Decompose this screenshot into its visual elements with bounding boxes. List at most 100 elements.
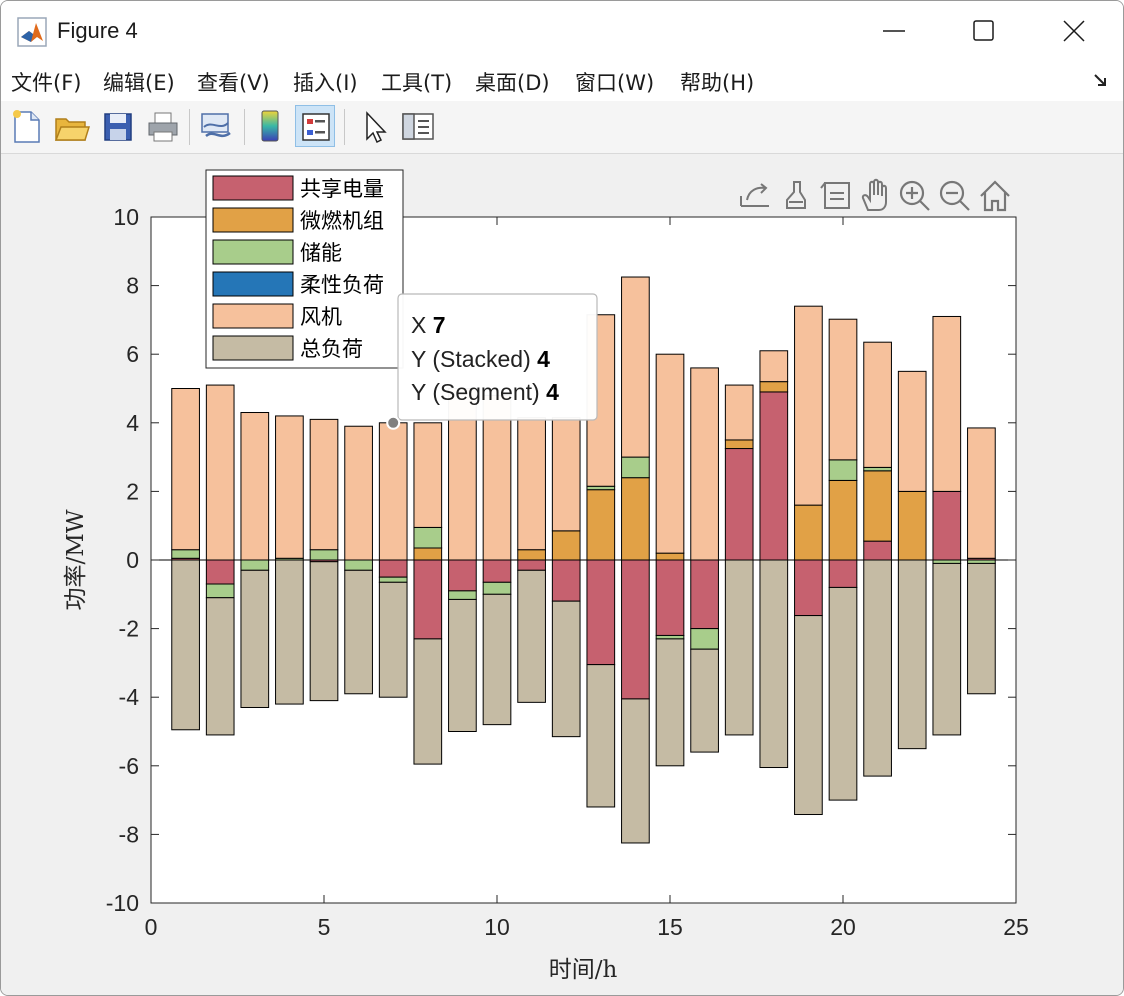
bar-load-h6[interactable] [344,569,373,695]
bar-wind-h4[interactable] [275,415,304,559]
bar-load-h10[interactable] [482,593,512,726]
legend-button[interactable] [295,105,335,147]
bar-load-h13[interactable] [586,664,616,808]
bar-chp-h14[interactable] [621,477,650,561]
bar-load-h14[interactable] [621,698,650,844]
new-figure-button[interactable] [7,105,47,147]
bar-load-h5[interactable] [309,561,339,702]
bar-wind-h19[interactable] [794,305,823,506]
bar-wind-h3[interactable] [240,412,270,561]
bar-load-h18[interactable] [759,559,789,769]
bar-load-h20[interactable] [828,586,858,801]
bar-storage-h8[interactable] [413,526,443,549]
bar-chp-h22[interactable] [897,490,927,561]
export-button[interactable] [740,183,769,207]
bar-storage-h10[interactable] [482,581,512,595]
bar-shared-h7[interactable] [378,559,408,578]
bar-wind-h11[interactable] [517,417,546,551]
pan-button[interactable] [861,178,887,211]
bar-shared-h10[interactable] [482,559,512,583]
bar-shared-h11[interactable] [517,559,546,571]
zoom-out-button[interactable] [939,180,970,211]
home-button[interactable] [980,180,1010,212]
bar-wind-h6[interactable] [344,425,373,561]
bar-storage-h7[interactable] [378,576,408,583]
save-button[interactable] [98,105,138,147]
bar-wind-h7[interactable] [378,422,408,561]
bar-storage-h14[interactable] [621,456,650,479]
menu-file[interactable]: 文件(F) [11,71,82,95]
bar-load-h4[interactable] [275,559,304,705]
bar-wind-h20[interactable] [828,318,858,461]
bar-chp-h18[interactable] [759,381,789,393]
bar-load-h2[interactable] [205,597,235,736]
bar-shared-h20[interactable] [828,559,858,588]
bar-wind-h15[interactable] [655,353,685,554]
bar-storage-h2[interactable] [205,583,235,599]
bar-wind-h10[interactable] [482,394,512,561]
bar-wind-h18[interactable] [759,350,789,383]
bar-load-h11[interactable] [517,569,546,703]
bar-wind-h22[interactable] [897,370,927,492]
bar-load-h9[interactable] [448,598,477,732]
minimize-button[interactable] [849,1,939,61]
menu-help[interactable]: 帮助(H) [680,71,755,95]
bar-storage-h24[interactable] [967,559,996,564]
maximize-button[interactable] [939,1,1029,61]
bar-storage-h23[interactable] [932,559,962,564]
bar-storage-h5[interactable] [309,549,339,561]
datatip-button[interactable] [820,182,850,209]
brush-button[interactable] [786,181,806,209]
bar-shared-h8[interactable] [413,559,443,640]
bar-storage-h16[interactable] [690,628,719,650]
link-plot-button[interactable] [196,105,236,147]
bar-load-h7[interactable] [378,581,408,698]
bar-shared-h19[interactable] [794,559,823,617]
bar-load-h22[interactable] [897,559,927,750]
menu-desktop[interactable]: 桌面(D) [475,71,550,95]
bar-wind-h17[interactable] [724,384,754,441]
bar-load-h15[interactable] [655,638,685,767]
bar-load-h12[interactable] [551,600,581,738]
bar-shared-h16[interactable] [690,559,719,630]
property-inspector-button[interactable] [398,105,438,147]
bar-shared-h21[interactable] [863,540,892,561]
menu-window[interactable]: 窗口(W) [575,71,655,95]
bar-chp-h11[interactable] [517,549,546,561]
menu-tools[interactable]: 工具(T) [381,71,453,95]
data-tip[interactable]: X 7 Y (Stacked) 4 Y (Segment) 4 [386,293,598,430]
dock-arrow-icon[interactable] [1093,73,1109,89]
bar-chp-h17[interactable] [724,439,754,450]
bar-storage-h15[interactable] [655,634,685,640]
bar-shared-h15[interactable] [655,559,685,636]
bar-wind-h16[interactable] [690,367,719,561]
bar-shared-h18[interactable] [759,391,789,561]
bar-load-h1[interactable] [171,559,200,731]
bar-load-h23[interactable] [932,562,962,736]
bar-storage-h3[interactable] [240,559,270,571]
open-file-button[interactable] [51,105,91,147]
print-button[interactable] [143,105,183,147]
bar-load-h8[interactable] [413,638,443,765]
bar-chp-h12[interactable] [551,530,581,561]
colorbar-button[interactable] [251,105,291,147]
bar-shared-h14[interactable] [621,559,650,700]
bar-storage-h6[interactable] [344,559,373,571]
bar-chp-h13[interactable] [586,489,616,561]
menu-view[interactable]: 查看(V) [197,71,270,95]
bar-storage-h9[interactable] [448,590,477,600]
bar-wind-h21[interactable] [863,341,892,468]
bar-chp-h15[interactable] [655,552,685,561]
bar-wind-h5[interactable] [309,418,339,551]
menu-edit[interactable]: 编辑(E) [103,71,175,95]
bar-wind-h8[interactable] [413,422,443,528]
bar-chp-h8[interactable] [413,547,443,561]
bar-wind-h24[interactable] [967,427,996,559]
bar-wind-h1[interactable] [171,388,200,551]
bar-wind-h14[interactable] [621,276,650,458]
bar-shared-h23[interactable] [932,490,962,561]
bar-chp-h21[interactable] [863,470,892,542]
close-button[interactable] [1029,1,1119,61]
bar-shared-h17[interactable] [724,448,754,561]
